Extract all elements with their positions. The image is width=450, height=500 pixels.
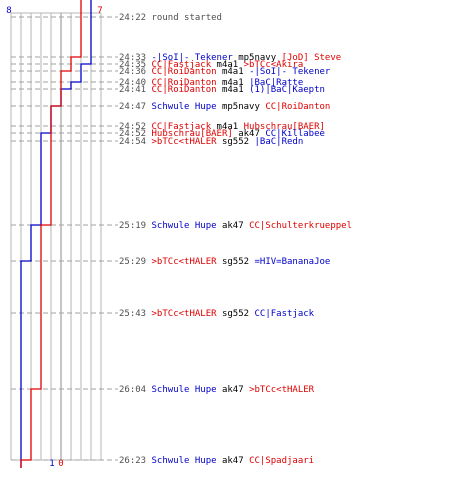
kill-event-row: 24:33 -|SoI|- Tekener mp5navy [JoD] Stev… — [119, 53, 341, 63]
event-killer: Schwule Hupe — [152, 456, 222, 466]
event-victim: CC|RoiDanton — [265, 102, 330, 112]
event-victim: >bTCc<Akira — [244, 60, 304, 70]
kill-event-row: 24:40 CC|RoiDanton m4a1 |BaC|Ratte — [119, 78, 303, 88]
event-time: 24:52 — [119, 122, 152, 132]
event-killer: >bTCc<tHALER — [152, 137, 222, 147]
event-time: 24:54 — [119, 137, 152, 147]
event-victim: -|SoI|- Tekener — [249, 67, 331, 77]
event-victim: |BaC|Redn — [254, 137, 303, 147]
kill-event-row: 26:23 Schwule Hupe ak47 CC|Spadjaari — [119, 456, 314, 466]
event-time: 24:41 — [119, 85, 152, 95]
blue-count-end-label: 1 — [49, 459, 54, 469]
event-time: 24:33 — [119, 53, 152, 63]
event-killer: CC|Fastjack — [152, 60, 217, 70]
round-start-row: 24:22 round started — [119, 13, 222, 23]
event-weapon: ak47 — [222, 221, 249, 231]
event-weapon: sg552 — [222, 257, 255, 267]
event-weapon: m4a1 — [222, 85, 249, 95]
event-weapon: mp5navy — [222, 102, 265, 112]
event-time: 24:40 — [119, 78, 152, 88]
red-team-alive-line — [20, 0, 82, 468]
red-count-end-label: 0 — [58, 459, 63, 469]
kill-event-row: 24:52 Hubschrau[BAER] ak47 CC|Killabee — [119, 129, 325, 139]
event-time: 24:35 — [119, 60, 152, 70]
event-victim: [JoD] Steve — [282, 53, 342, 63]
event-time: 25:19 — [119, 221, 152, 231]
event-victim: >bTCc<tHALER — [249, 385, 315, 395]
kill-event-row: 24:41 CC|RoiDanton m4a1 (1)|BaC|Kaeptn — [119, 85, 325, 95]
kill-event-row: 24:36 CC|RoiDanton m4a1 -|SoI|- Tekener — [119, 67, 331, 77]
event-time: 25:29 — [119, 257, 152, 267]
event-time: 24:36 — [119, 67, 152, 77]
event-victim: (1)|BaC|Kaeptn — [249, 85, 325, 95]
event-victim: CC|Spadjaari — [249, 456, 314, 466]
event-time: 24:47 — [119, 102, 152, 112]
event-killer: CC|RoiDanton — [152, 67, 222, 77]
event-weapon: m4a1 — [222, 78, 249, 88]
kill-event-row: 24:35 CC|Fastjack m4a1 >bTCc<Akira — [119, 60, 303, 70]
event-time: 24:22 — [119, 13, 152, 23]
kill-event-row: 24:52 CC|Fastjack m4a1 Hubschrau[BAER] — [119, 122, 325, 132]
event-victim: CC|Fastjack — [254, 309, 314, 319]
event-victim: =HIV=BananaJoe — [254, 257, 330, 267]
event-weapon: m4a1 — [217, 60, 244, 70]
event-time: 25:43 — [119, 309, 152, 319]
event-killer: Schwule Hupe — [152, 385, 222, 395]
event-killer: Schwule Hupe — [152, 102, 222, 112]
event-time: 24:52 — [119, 129, 152, 139]
event-killer: >bTCc<tHALER — [152, 309, 222, 319]
kill-event-row: 25:29 >bTCc<tHALER sg552 =HIV=BananaJoe — [119, 257, 330, 267]
kill-event-row: 25:19 Schwule Hupe ak47 CC|Schulterkruep… — [119, 221, 352, 231]
blue-count-start-label: 8 — [6, 6, 11, 16]
round-start-text: round started — [152, 13, 222, 23]
event-weapon: ak47 — [222, 456, 249, 466]
event-weapon: ak47 — [222, 385, 249, 395]
event-weapon: sg552 — [222, 309, 255, 319]
event-weapon: m4a1 — [222, 67, 249, 77]
red-count-start-label: 7 — [97, 6, 102, 16]
event-time: 26:23 — [119, 456, 152, 466]
kill-event-row: 24:47 Schwule Hupe mp5navy CC|RoiDanton — [119, 102, 330, 112]
kill-event-row: 24:54 >bTCc<tHALER sg552 |BaC|Redn — [119, 137, 303, 147]
event-killer: Hubschrau[BAER] — [152, 129, 239, 139]
event-killer: CC|RoiDanton — [152, 85, 222, 95]
event-victim: |BaC|Ratte — [249, 78, 303, 88]
event-killer: -|SoI|- Tekener — [152, 53, 239, 63]
event-killer: >bTCc<tHALER — [152, 257, 222, 267]
event-weapon: sg552 — [222, 137, 255, 147]
event-time: 26:04 — [119, 385, 152, 395]
event-killer: CC|RoiDanton — [152, 78, 222, 88]
event-weapon: m4a1 — [217, 122, 244, 132]
kill-event-row: 25:43 >bTCc<tHALER sg552 CC|Fastjack — [119, 309, 315, 319]
event-victim: CC|Schulterkrueppel — [249, 221, 352, 231]
event-weapon: mp5navy — [238, 53, 281, 63]
kill-event-row: 26:04 Schwule Hupe ak47 >bTCc<tHALER — [119, 385, 315, 395]
event-killer: Schwule Hupe — [152, 221, 222, 231]
event-victim: Hubschrau[BAER] — [244, 122, 325, 132]
event-victim: CC|Killabee — [265, 129, 325, 139]
event-weapon: ak47 — [238, 129, 265, 139]
event-killer: CC|Fastjack — [152, 122, 217, 132]
